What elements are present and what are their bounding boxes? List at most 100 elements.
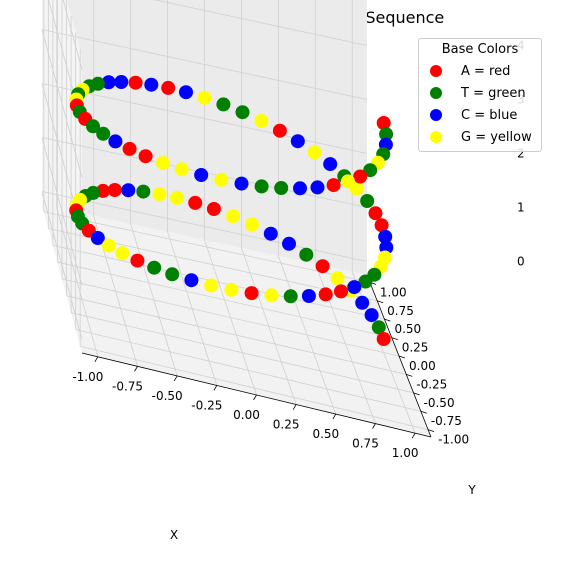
helix-point — [188, 195, 203, 210]
helix-point — [144, 77, 159, 92]
helix-point — [170, 190, 184, 205]
helix-point — [161, 80, 176, 95]
gridline — [62, 0, 83, 70]
helix-point — [360, 194, 375, 208]
helix-point — [347, 280, 362, 295]
helix-point — [156, 156, 170, 170]
y-tick-label: 1.00 — [380, 285, 407, 299]
helix-point — [290, 134, 305, 149]
x-tick-label: 0.75 — [352, 437, 379, 451]
helix-point — [371, 320, 386, 335]
legend-entry-t: T = green — [419, 82, 541, 104]
gridline — [61, 278, 400, 357]
legend-label: A = red — [461, 63, 511, 79]
helix-point — [136, 184, 151, 199]
y-tick — [391, 337, 398, 340]
helix-point — [254, 114, 269, 128]
y-tick — [420, 410, 427, 414]
gridline — [57, 261, 392, 338]
helix-point — [184, 273, 199, 288]
helix-point — [224, 282, 239, 297]
gridline — [41, 191, 368, 262]
y-tick-label: 0.75 — [387, 304, 414, 318]
helix-point — [330, 271, 345, 286]
x-tick-label: -0.25 — [191, 398, 222, 412]
x-tick-label: 0.00 — [233, 408, 260, 422]
z-tick-label: 0 — [517, 255, 525, 269]
gridline — [41, 83, 368, 154]
y-tick-label: 0.50 — [394, 322, 421, 336]
x-tick — [173, 375, 178, 382]
helix-point — [101, 75, 116, 90]
legend: Base Colors A = red T = green C = blue G… — [418, 38, 542, 152]
legend-marker-blue — [430, 109, 442, 121]
legend-marker-red — [430, 65, 442, 77]
helix-point — [282, 236, 296, 251]
x-tick — [134, 366, 138, 372]
helix-point — [115, 246, 130, 261]
gridline — [80, 345, 429, 431]
legend-marker-yellow — [430, 131, 442, 143]
y-tick-label: -0.75 — [431, 414, 462, 428]
x-axis-label: X — [170, 528, 178, 542]
helix-point — [194, 168, 209, 182]
helix-point — [274, 181, 289, 195]
helix-point — [147, 260, 162, 275]
y-tick — [384, 318, 391, 322]
y-axis-label: Y — [467, 483, 476, 497]
helix-point — [138, 149, 153, 164]
helix-point — [379, 127, 394, 142]
helix-point — [326, 178, 341, 193]
helix-point — [376, 116, 391, 130]
helix-point — [368, 206, 383, 221]
x-tick — [213, 385, 218, 391]
x-tick — [411, 432, 416, 439]
helix-point — [130, 253, 145, 268]
helix-point — [90, 231, 105, 245]
helix-point — [86, 119, 100, 134]
gridline — [41, 29, 368, 100]
helix-point — [374, 218, 389, 233]
x-tick-label: 1.00 — [392, 446, 419, 460]
legend-title: Base Colors — [441, 42, 519, 57]
z-tick-label: 1 — [517, 201, 525, 215]
helix-point — [254, 179, 269, 194]
helix-point — [102, 238, 116, 253]
helix-point — [299, 247, 314, 262]
helix-point — [376, 332, 391, 346]
gridline — [41, 191, 83, 340]
helix-point — [174, 162, 189, 177]
x-tick-label: 0.50 — [312, 427, 339, 441]
x-tick — [372, 423, 376, 429]
helix-point — [216, 97, 231, 112]
y-tick-label: -0.50 — [424, 396, 455, 410]
x-tick-label: -0.75 — [112, 379, 143, 393]
x-tick — [292, 404, 297, 410]
helix-point — [214, 172, 229, 187]
gridline — [75, 329, 421, 412]
helix-point — [206, 202, 221, 216]
helix-point — [301, 289, 316, 303]
helix-point — [272, 123, 287, 138]
y-tick-label: 0.25 — [402, 341, 429, 355]
helix-point — [121, 183, 136, 198]
y-tick-label: 0.00 — [409, 359, 436, 373]
x-tick — [253, 394, 257, 401]
helix-point — [107, 183, 122, 197]
helix-point — [179, 85, 193, 100]
helix-point — [364, 308, 379, 323]
legend-entry-c: C = blue — [419, 104, 541, 126]
legend-label: G = yellow — [461, 129, 532, 145]
legend-label: C = blue — [461, 107, 518, 123]
gridline — [153, 0, 368, 46]
legend-marker-green — [430, 87, 442, 99]
helix-point — [307, 145, 322, 160]
helix-point — [310, 180, 325, 195]
helix-point — [358, 274, 373, 289]
x-tick-label: -0.50 — [152, 389, 183, 403]
helix-point — [235, 105, 250, 120]
legend-entry-a: A = red — [419, 60, 541, 82]
helix-point — [283, 289, 298, 304]
helix-point — [355, 295, 370, 310]
y-tick — [406, 374, 413, 377]
